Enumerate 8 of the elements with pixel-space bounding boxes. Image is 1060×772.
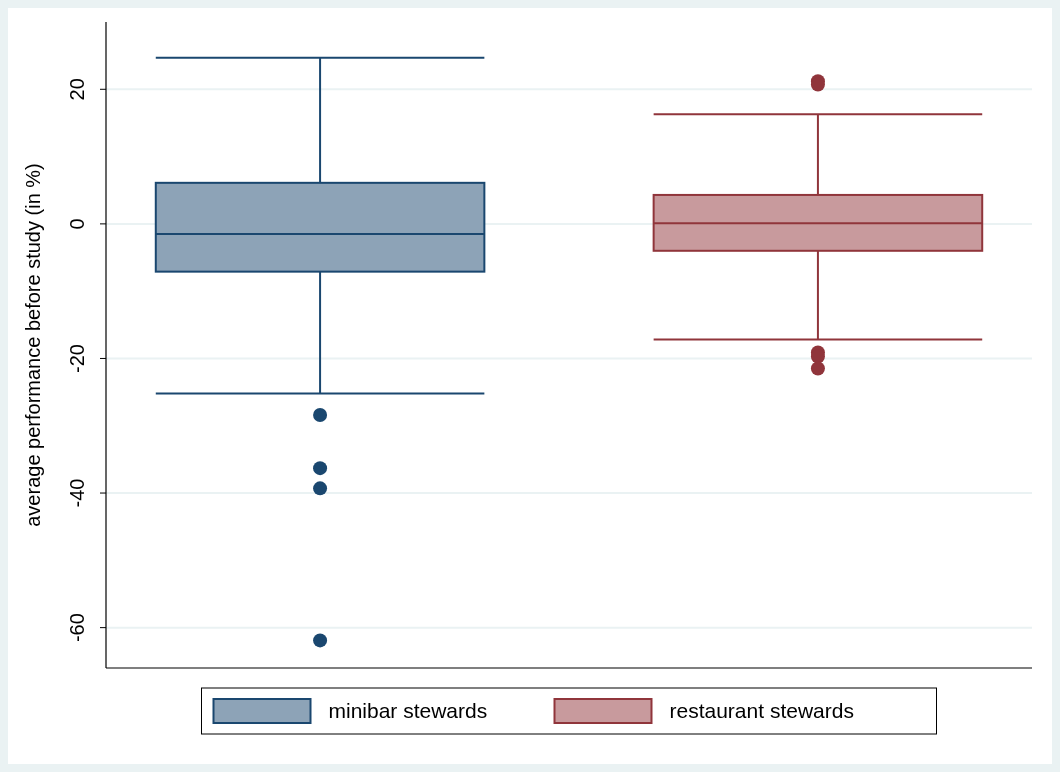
- y-tick-label: -40: [66, 478, 88, 508]
- y-tick-label: 0: [66, 218, 88, 230]
- y-axis-title: average performance before study (in %): [22, 163, 44, 527]
- y-tick-label: -60: [66, 613, 88, 643]
- y-tick-label: 20: [66, 78, 88, 101]
- y-tick-label: -20: [66, 344, 88, 373]
- legend-label: restaurant stewards: [669, 699, 854, 722]
- legend-label: minibar stewards: [328, 699, 488, 722]
